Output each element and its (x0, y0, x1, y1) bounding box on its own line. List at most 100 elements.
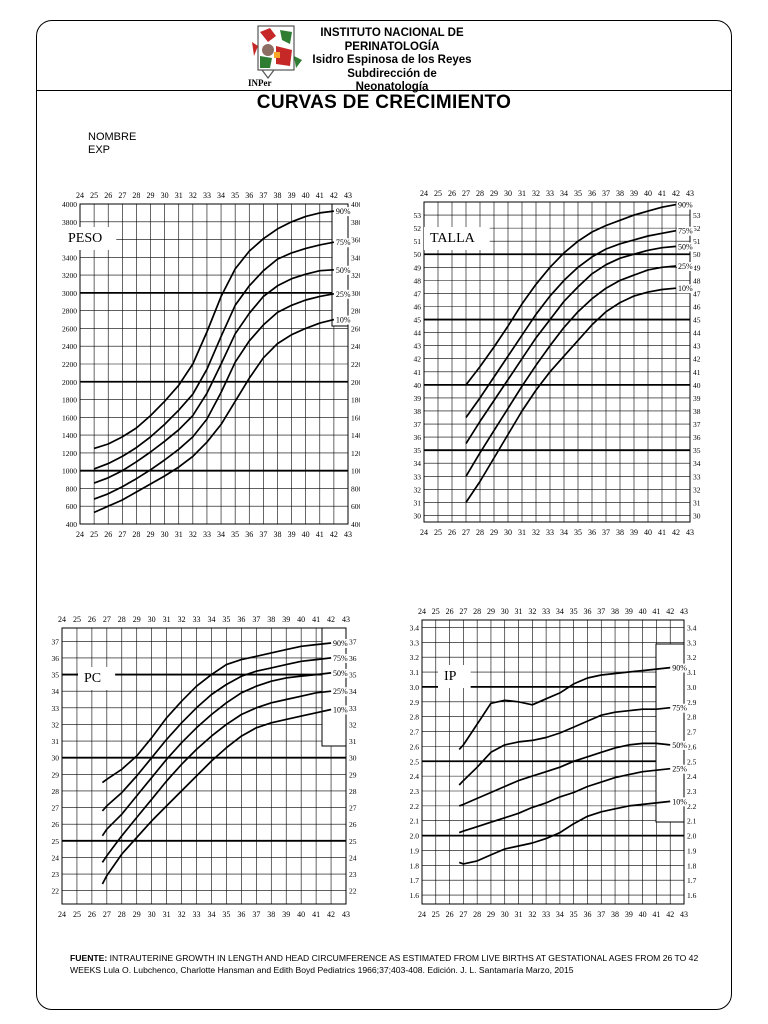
x-tick-label-top: 43 (342, 615, 350, 624)
x-tick-label-top: 33 (542, 607, 550, 616)
series-line-10pct (458, 800, 671, 865)
series-line-75pct (458, 706, 671, 786)
x-tick-label-bottom: 33 (546, 528, 554, 537)
y-tick-label-left: 3800 (62, 218, 77, 227)
y-tick-label-right: 47 (693, 289, 701, 298)
x-tick-label-bottom: 30 (501, 910, 509, 919)
percentile-label: 75% (672, 704, 687, 713)
x-tick-label-bottom: 41 (316, 530, 324, 539)
series-line-90pct (458, 666, 671, 750)
x-tick-label-top: 42 (330, 191, 338, 200)
y-tick-label-right: 1400 (351, 431, 360, 440)
x-tick-label-bottom: 26 (448, 528, 456, 537)
y-tick-label-left: 50 (414, 250, 422, 259)
percentile-label-bg (332, 687, 350, 697)
x-tick-label-bottom: 42 (666, 910, 674, 919)
percentile-label-bg (677, 200, 694, 210)
x-tick-label-bottom: 35 (222, 910, 230, 919)
y-tick-label-left: 37 (414, 420, 422, 429)
y-tick-label-left: 2.3 (410, 787, 420, 796)
y-tick-label-left: 1000 (62, 467, 77, 476)
x-tick-label-top: 31 (163, 615, 171, 624)
y-tick-label-right: 52 (693, 224, 701, 233)
y-tick-label-right: 36 (693, 433, 701, 442)
percentile-label-bg (334, 265, 352, 275)
x-tick-label-bottom: 32 (528, 910, 536, 919)
percentile-label-bg (334, 315, 352, 325)
percentile-label: 90% (336, 207, 351, 216)
y-tick-label-left: 2.4 (410, 772, 420, 781)
x-tick-label-top: 40 (297, 615, 305, 624)
x-tick-label-bottom: 38 (273, 530, 281, 539)
series-line-50pct (93, 268, 334, 484)
y-tick-label-right: 2.7 (687, 728, 697, 737)
y-tick-label-left: 33 (52, 704, 60, 713)
x-tick-label-top: 36 (237, 615, 245, 624)
x-tick-label-top: 29 (133, 615, 141, 624)
y-tick-label-right: 24 (349, 853, 357, 862)
x-tick-label-bottom: 34 (556, 910, 564, 919)
series-line-10pct (93, 318, 335, 514)
x-tick-label-top: 41 (316, 191, 324, 200)
y-tick-label-right: 2.2 (687, 802, 697, 811)
x-tick-label-top: 27 (459, 607, 467, 616)
x-tick-label-bottom: 41 (652, 910, 660, 919)
x-tick-label-bottom: 28 (473, 910, 481, 919)
source-label: FUENTE: (70, 953, 108, 963)
y-tick-label-left: 31 (414, 498, 422, 507)
y-tick-label-right: 46 (693, 302, 701, 311)
y-tick-label-right: 3.4 (687, 623, 697, 632)
y-tick-label-right: 3800 (351, 218, 360, 227)
y-tick-label-right: 2.0 (687, 832, 697, 841)
percentile-label-bg (671, 764, 689, 774)
x-tick-label-bottom: 39 (288, 530, 296, 539)
x-tick-label-top: 40 (639, 607, 647, 616)
x-tick-label-top: 40 (644, 189, 652, 198)
y-tick-label-right: 1.7 (687, 876, 697, 885)
x-tick-label-bottom: 24 (58, 910, 66, 919)
percentile-label: 10% (336, 316, 351, 325)
chart-title: PC (84, 671, 101, 686)
x-tick-label-bottom: 41 (312, 910, 320, 919)
y-tick-label-left: 51 (414, 237, 422, 246)
x-tick-label-top: 27 (118, 191, 126, 200)
percentile-label: 50% (672, 741, 687, 750)
x-tick-label-top: 32 (532, 189, 540, 198)
series-line-75pct (465, 229, 677, 418)
source-text: INTRAUTERINE GROWTH IN LENGTH AND HEAD C… (70, 953, 699, 975)
x-tick-label-top: 43 (344, 191, 352, 200)
y-tick-label-right: 3600 (351, 236, 360, 245)
series-line-25pct (465, 265, 677, 477)
x-tick-label-bottom: 29 (487, 910, 495, 919)
x-tick-label-bottom: 30 (161, 530, 169, 539)
x-tick-label-top: 39 (288, 191, 296, 200)
y-tick-label-right: 44 (693, 329, 701, 338)
x-tick-label-bottom: 27 (103, 910, 111, 919)
y-tick-label-right: 600 (351, 502, 360, 511)
x-tick-label-bottom: 35 (231, 530, 239, 539)
percentile-label-bg (334, 238, 352, 248)
series-line-75pct (101, 657, 332, 812)
y-tick-label-right: 2.5 (687, 757, 697, 766)
percentile-label: 25% (336, 290, 351, 299)
x-tick-label-top: 26 (88, 615, 96, 624)
y-tick-label-right: 34 (693, 459, 701, 468)
y-tick-label-right: 2.4 (687, 772, 697, 781)
y-tick-label-right: 43 (693, 342, 701, 351)
y-tick-label-left: 45 (414, 316, 422, 325)
y-tick-label-right: 23 (349, 870, 357, 879)
x-tick-label-bottom: 32 (189, 530, 197, 539)
x-tick-label-top: 41 (658, 189, 666, 198)
inper-logo-icon (252, 25, 302, 79)
x-tick-label-top: 28 (476, 189, 484, 198)
y-tick-label-left: 3.0 (410, 683, 420, 692)
y-tick-label-right: 35 (693, 446, 701, 455)
y-tick-label-left: 1.8 (410, 861, 420, 870)
y-tick-label-left: 34 (52, 687, 60, 696)
y-tick-label-left: 2.5 (410, 757, 420, 766)
x-tick-label-bottom: 24 (420, 528, 428, 537)
series-line-25pct (458, 767, 671, 834)
y-tick-label-left: 2200 (62, 360, 77, 369)
x-tick-label-bottom: 26 (88, 910, 96, 919)
x-tick-label-top: 43 (686, 189, 694, 198)
